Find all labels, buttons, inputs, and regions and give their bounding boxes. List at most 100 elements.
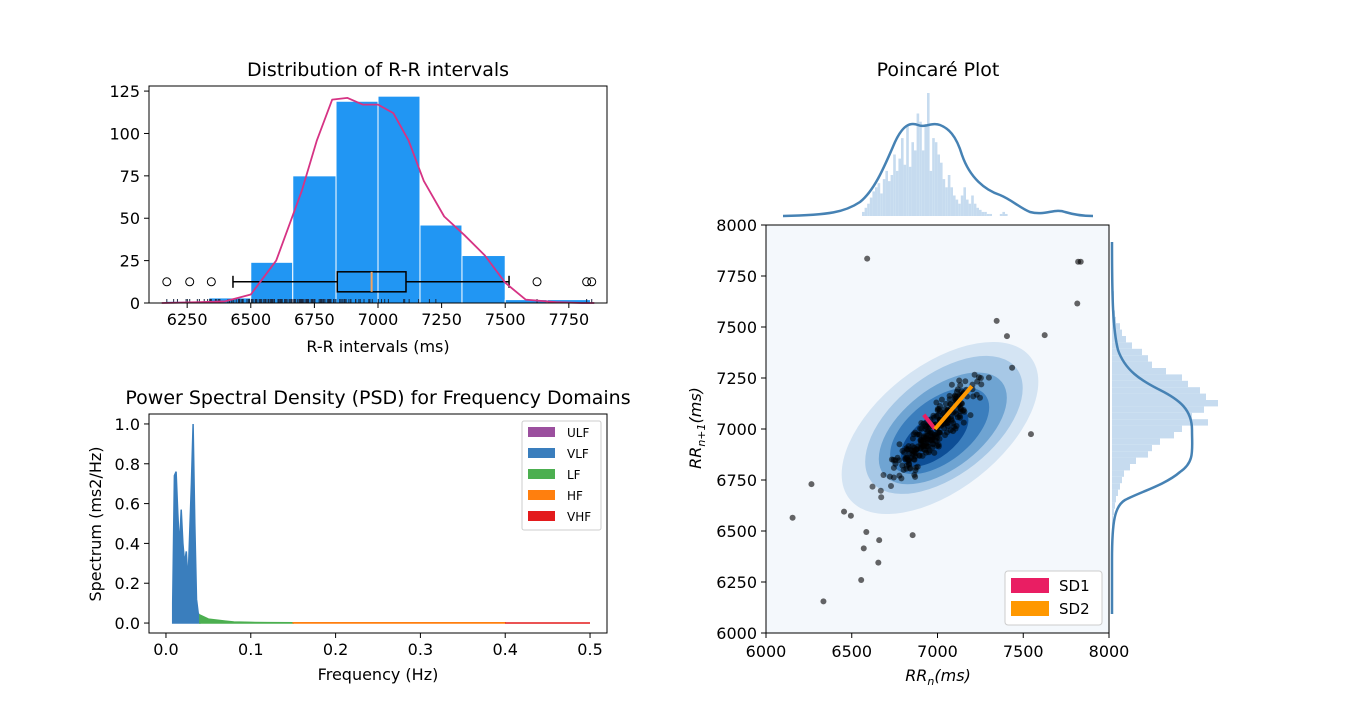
- scatter-point: [909, 435, 916, 442]
- kde-curve: [161, 97, 595, 304]
- top-marginal-bar: [929, 170, 933, 216]
- scatter-point: [869, 483, 876, 490]
- top-marginal-bar: [989, 213, 992, 216]
- top-marginal-bar: [966, 199, 969, 216]
- right-marginal-bar: [1112, 323, 1120, 330]
- scatter-point: [956, 377, 963, 384]
- scatter-point: [962, 378, 969, 385]
- y-tick-label: 7750: [716, 267, 757, 286]
- right-marginal-bar: [1112, 329, 1122, 336]
- scatter-point: [876, 537, 883, 544]
- rug-marks: [166, 299, 593, 303]
- right-marginal-bar: [1112, 508, 1114, 516]
- top-marginal-bar: [945, 187, 948, 216]
- y-tick-label: 0: [130, 294, 140, 313]
- x-axis-label: Frequency (Hz): [318, 665, 439, 684]
- top-marginal-bar: [916, 113, 920, 216]
- scatter-point: [948, 381, 955, 388]
- top-marginal-bar: [942, 179, 946, 216]
- scatter-point: [863, 529, 870, 536]
- scatter-point: [808, 481, 815, 488]
- right-marginal-bar: [1112, 515, 1113, 522]
- scatter-point: [993, 317, 1000, 324]
- x-axis-label: R-R intervals (ms): [306, 337, 449, 356]
- scatter-point: [933, 413, 940, 420]
- top-marginal-bar: [999, 213, 1003, 216]
- scatter-point: [934, 434, 941, 441]
- top-marginal-bar: [888, 181, 891, 216]
- poincare-title: Poincaré Plot: [877, 59, 1000, 81]
- x-tick-label: 6500: [831, 642, 872, 661]
- right-marginal-bar: [1112, 489, 1118, 496]
- box-outlier: [587, 277, 597, 287]
- scatter-point: [858, 576, 865, 583]
- scatter-point: [914, 431, 921, 438]
- top-marginal-bar: [940, 162, 943, 216]
- scatter-point: [860, 545, 867, 552]
- x-tick-label: 6000: [746, 642, 787, 661]
- right-marginal-bar: [1112, 502, 1115, 509]
- x-tick-label: 8000: [1089, 642, 1130, 661]
- y-tick-label: 6750: [716, 471, 757, 490]
- scatter-point: [1074, 300, 1081, 307]
- right-marginal-bar: [1112, 393, 1206, 400]
- scatter-point: [944, 419, 951, 426]
- scatter-point: [933, 399, 940, 406]
- right-marginal-bar: [1112, 464, 1130, 471]
- box-outlier: [532, 277, 542, 287]
- scatter-point: [946, 392, 953, 399]
- y-tick-label: 0.6: [115, 495, 140, 514]
- scatter-point: [911, 448, 918, 455]
- x-tick-label: 7000: [917, 642, 958, 661]
- y-tick-label: 7000: [716, 420, 757, 439]
- scatter-point: [950, 423, 957, 430]
- top-marginal-bar: [960, 195, 964, 216]
- scatter-point: [920, 446, 927, 453]
- y-tick-label: 1.0: [115, 415, 140, 434]
- top-marginal-bar: [924, 125, 927, 216]
- psd-area-lf: [199, 613, 294, 624]
- scatter-point: [905, 456, 912, 463]
- scatter-point: [931, 449, 938, 456]
- top-marginal-bar: [927, 93, 930, 216]
- scatter-point: [942, 432, 948, 439]
- scatter-point: [934, 407, 941, 414]
- sd1-line: [922, 413, 937, 431]
- scatter-point: [935, 443, 942, 450]
- scatter-point: [967, 412, 974, 419]
- right-marginal-bar: [1112, 425, 1182, 432]
- scatter-point: [938, 396, 945, 403]
- right-marginal-bar: [1112, 438, 1160, 445]
- scatter-point: [970, 393, 977, 400]
- legend-swatch-sd1: [1011, 578, 1049, 593]
- scatter-point: [947, 401, 954, 408]
- top-marginal-bar: [976, 207, 979, 216]
- top-marginal-bar: [864, 207, 868, 216]
- top-marginal-bar: [973, 203, 977, 216]
- scatter-point: [820, 598, 827, 605]
- legend-label-ulf: ULF: [567, 426, 589, 440]
- histogram-bar: [250, 261, 294, 304]
- poincare-chart: Poincaré Plot 6000 6500 7000 7500 8000 6000 6…: [686, 59, 1218, 688]
- y-tick-label: 7250: [716, 369, 757, 388]
- scatter-point: [977, 394, 983, 401]
- x-tick-label: 7500: [485, 310, 526, 329]
- right-marginal-bar: [1112, 419, 1208, 426]
- scatter-point: [953, 411, 960, 417]
- right-marginal-distribution: [1110, 241, 1218, 614]
- y-tick-label: 6250: [716, 573, 757, 592]
- right-marginal-bar: [1112, 483, 1120, 490]
- right-marginal-bar: [1112, 348, 1142, 356]
- scatter-point: [877, 487, 884, 494]
- scatter-point: [886, 473, 893, 480]
- top-marginal-bar: [893, 154, 896, 216]
- y-axis-label: RRn+1(ms): [686, 387, 708, 469]
- legend-label-sd2: SD2: [1059, 600, 1090, 618]
- right-marginal-bar: [1112, 470, 1124, 477]
- box-outlier: [206, 277, 216, 287]
- top-marginal-bar: [950, 187, 953, 216]
- top-marginal-bar: [984, 211, 987, 216]
- right-marginal-bar: [1112, 412, 1192, 420]
- top-marginal-bar: [963, 187, 966, 216]
